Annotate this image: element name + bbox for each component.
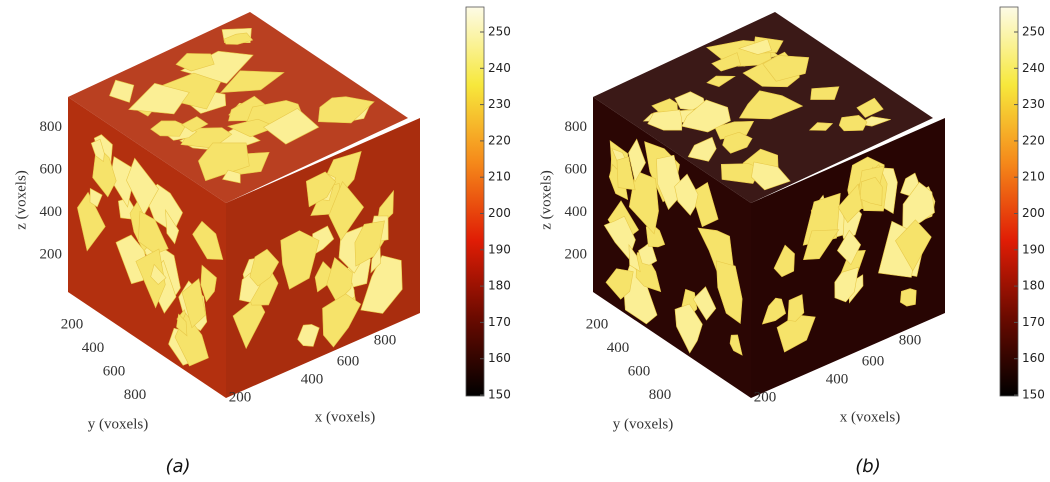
colorbar-tick-label: 180 bbox=[488, 279, 511, 293]
y-tick-label: 200 bbox=[61, 316, 84, 332]
y-tick-label: 200 bbox=[586, 316, 609, 332]
panel: 200 400 600 800 z (voxels) 200 400 600 800 y (vox… bbox=[13, 12, 420, 432]
colorbar-tick-label: 190 bbox=[488, 242, 511, 256]
colorbar-tick-label: 200 bbox=[488, 206, 511, 220]
y-axis-label: y (voxels) bbox=[613, 416, 673, 432]
colorbar bbox=[1000, 7, 1018, 396]
y-tick-label: 400 bbox=[607, 340, 630, 356]
colorbar-tick-label: 250 bbox=[488, 25, 511, 39]
x-tick-label: 800 bbox=[374, 332, 397, 348]
colorbar-tick-label: 240 bbox=[488, 61, 511, 75]
figure: 200 400 600 800 z (voxels) 200 400 600 800 y (vox… bbox=[0, 0, 1050, 482]
y-axis-label: y (voxels) bbox=[88, 416, 148, 432]
z-tick-label: 200 bbox=[565, 246, 588, 262]
particle bbox=[811, 87, 839, 100]
x-tick-label: 600 bbox=[337, 353, 360, 369]
caption: (b) bbox=[855, 456, 880, 477]
x-tick-label: 400 bbox=[301, 371, 324, 387]
z-tick-label: 600 bbox=[565, 161, 588, 177]
y-tick-label: 400 bbox=[82, 340, 105, 356]
colorbar bbox=[466, 7, 484, 396]
z-axis-label: z (voxels) bbox=[538, 170, 554, 230]
colorbar-tick-label: 210 bbox=[488, 170, 511, 184]
colorbar-tick-label: 180 bbox=[1022, 279, 1045, 293]
x-tick-label: 800 bbox=[899, 332, 922, 348]
colorbar-tick-label: 160 bbox=[1022, 351, 1045, 365]
particle bbox=[900, 289, 916, 307]
y-tick-label: 800 bbox=[124, 387, 147, 403]
x-tick-label: 200 bbox=[229, 389, 252, 405]
colorbar-tick-label: 230 bbox=[488, 97, 511, 111]
z-tick-label: 800 bbox=[565, 119, 588, 135]
z-tick-label: 600 bbox=[40, 161, 63, 177]
y-tick-label: 600 bbox=[628, 363, 651, 379]
z-axis-label: z (voxels) bbox=[13, 170, 29, 230]
colorbar-tick-label: 150 bbox=[488, 388, 511, 402]
colorbar-tick-label: 240 bbox=[1022, 61, 1045, 75]
z-tick-label: 400 bbox=[40, 204, 63, 220]
z-tick-label: 200 bbox=[40, 246, 63, 262]
colorbar-tick-label: 250 bbox=[1022, 25, 1045, 39]
colorbar-tick-label: 170 bbox=[1022, 315, 1045, 329]
colorbar-tick-label: 190 bbox=[1022, 242, 1045, 256]
colorbar-tick-label: 160 bbox=[488, 351, 511, 365]
colorbar-tick-label: 230 bbox=[1022, 97, 1045, 111]
x-axis-label: x (voxels) bbox=[315, 409, 375, 425]
x-tick-label: 400 bbox=[826, 371, 849, 387]
colorbar-tick-label: 200 bbox=[1022, 206, 1045, 220]
x-axis-label: x (voxels) bbox=[840, 409, 900, 425]
caption: (a) bbox=[165, 456, 190, 477]
colorbar-tick-label: 220 bbox=[488, 133, 511, 147]
colorbar-tick-label: 210 bbox=[1022, 170, 1045, 184]
colorbar-tick-label: 170 bbox=[488, 315, 511, 329]
z-tick-label: 400 bbox=[565, 204, 588, 220]
panel: 200 400 600 800 z (voxels) 200 400 600 800 y (vox… bbox=[538, 12, 945, 432]
y-tick-label: 800 bbox=[649, 387, 672, 403]
x-tick-label: 600 bbox=[862, 353, 885, 369]
z-tick-label: 800 bbox=[40, 119, 63, 135]
y-tick-label: 600 bbox=[103, 363, 126, 379]
colorbar-tick-label: 220 bbox=[1022, 133, 1045, 147]
colorbar-tick-label: 150 bbox=[1022, 388, 1045, 402]
x-tick-label: 200 bbox=[754, 389, 777, 405]
